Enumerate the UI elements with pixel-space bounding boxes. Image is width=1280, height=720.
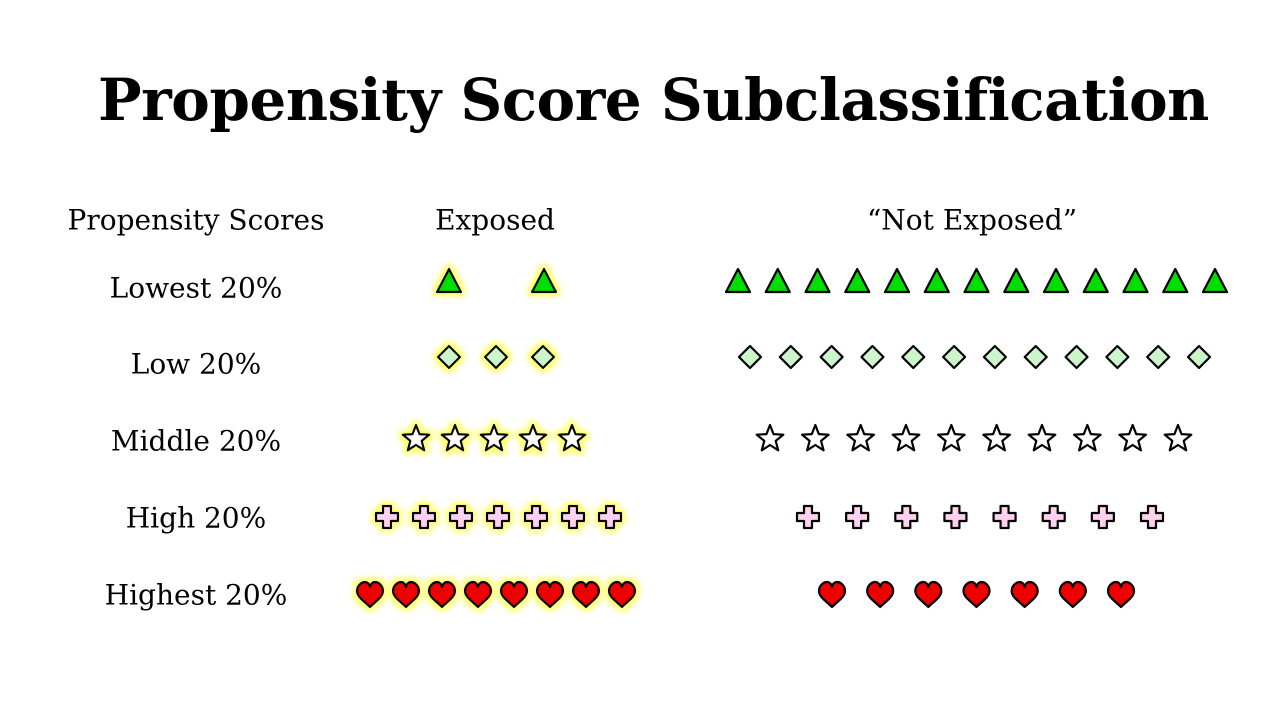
exposed-diamond-icon: [483, 344, 509, 370]
exposed-heart-icon: [427, 580, 457, 609]
slide-title: Propensity Score Subclassification: [98, 66, 1209, 134]
row-label-middle: Middle 20%: [110, 424, 282, 458]
not-exposed-diamond-icon: [860, 344, 885, 370]
exposed-heart-icon: [391, 580, 421, 609]
not-exposed-heart-icon: [962, 580, 991, 609]
not-exposed-diamond-icon: [901, 344, 926, 370]
exposed-heart-icon: [571, 580, 601, 609]
not-exposed-triangle-icon: [883, 267, 911, 294]
not-exposed-star-icon: [1118, 423, 1148, 452]
not-exposed-triangle-icon: [1122, 267, 1149, 294]
not-exposed-diamond-icon: [778, 344, 803, 370]
not-exposed-star-icon: [936, 423, 966, 452]
exposed-star-icon: [401, 423, 431, 452]
not-exposed-cross-icon: [1139, 504, 1165, 530]
header-propensity-scores: Propensity Scores: [67, 203, 325, 237]
not-exposed-star-icon: [1072, 423, 1102, 452]
not-exposed-triangle-icon: [1082, 267, 1109, 294]
exposed-star-icon: [479, 423, 509, 452]
exposed-triangle-icon: [530, 267, 558, 294]
not-exposed-heart-icon: [914, 580, 943, 609]
not-exposed-diamond-icon: [982, 344, 1008, 370]
exposed-star-icon: [557, 423, 587, 452]
not-exposed-diamond-icon: [1186, 344, 1212, 370]
not-exposed-diamond-icon: [1064, 344, 1089, 370]
not-exposed-triangle-icon: [844, 267, 871, 294]
header-not-exposed: “Not Exposed”: [866, 203, 1078, 237]
not-exposed-triangle-icon: [1042, 267, 1070, 294]
not-exposed-triangle-icon: [764, 267, 791, 294]
not-exposed-star-icon: [846, 423, 876, 452]
not-exposed-star-icon: [982, 423, 1012, 452]
not-exposed-cross-icon: [894, 504, 919, 530]
exposed-cross-icon: [523, 504, 549, 530]
exposed-cross-icon: [597, 504, 623, 530]
not-exposed-heart-icon: [817, 580, 847, 609]
not-exposed-heart-icon: [1106, 580, 1136, 609]
exposed-heart-icon: [499, 580, 529, 609]
not-exposed-diamond-icon: [1105, 344, 1130, 370]
not-exposed-triangle-icon: [804, 267, 831, 294]
exposed-cross-icon: [485, 504, 511, 530]
exposed-cross-icon: [560, 504, 586, 530]
exposed-heart-icon: [607, 580, 637, 609]
not-exposed-star-icon: [1027, 423, 1057, 452]
not-exposed-star-icon: [1163, 423, 1193, 452]
exposed-diamond-icon: [436, 344, 462, 370]
exposed-cross-icon: [411, 504, 437, 530]
not-exposed-cross-icon: [795, 504, 821, 530]
not-exposed-star-icon: [755, 423, 785, 452]
not-exposed-cross-icon: [943, 504, 968, 530]
exposed-star-icon: [440, 423, 470, 452]
row-label-low: Low 20%: [130, 347, 262, 381]
row-label-high: High 20%: [125, 501, 267, 535]
header-exposed: Exposed: [435, 203, 555, 237]
exposed-cross-icon: [448, 504, 474, 530]
exposed-heart-icon: [355, 580, 385, 609]
not-exposed-triangle-icon: [1003, 267, 1030, 294]
not-exposed-triangle-icon: [724, 267, 752, 294]
not-exposed-triangle-icon: [1162, 267, 1189, 294]
exposed-heart-icon: [535, 580, 565, 609]
not-exposed-star-icon: [891, 423, 921, 452]
not-exposed-heart-icon: [1010, 580, 1039, 609]
not-exposed-triangle-icon: [1201, 267, 1229, 294]
row-label-highest: Highest 20%: [104, 578, 288, 612]
not-exposed-cross-icon: [845, 504, 870, 530]
not-exposed-heart-icon: [1058, 580, 1087, 609]
not-exposed-triangle-icon: [923, 267, 950, 294]
exposed-star-icon: [518, 423, 548, 452]
row-label-lowest: Lowest 20%: [109, 271, 283, 305]
not-exposed-diamond-icon: [1146, 344, 1171, 370]
not-exposed-diamond-icon: [819, 344, 844, 370]
not-exposed-cross-icon: [1090, 504, 1115, 530]
exposed-cross-icon: [374, 504, 400, 530]
not-exposed-diamond-icon: [1023, 344, 1048, 370]
not-exposed-cross-icon: [992, 504, 1017, 530]
not-exposed-diamond-icon: [737, 344, 763, 370]
exposed-diamond-icon: [530, 344, 556, 370]
not-exposed-diamond-icon: [941, 344, 967, 370]
exposed-heart-icon: [463, 580, 493, 609]
not-exposed-triangle-icon: [963, 267, 990, 294]
not-exposed-cross-icon: [1041, 504, 1066, 530]
exposed-triangle-icon: [435, 267, 463, 294]
not-exposed-heart-icon: [866, 580, 895, 609]
not-exposed-star-icon: [800, 423, 830, 452]
